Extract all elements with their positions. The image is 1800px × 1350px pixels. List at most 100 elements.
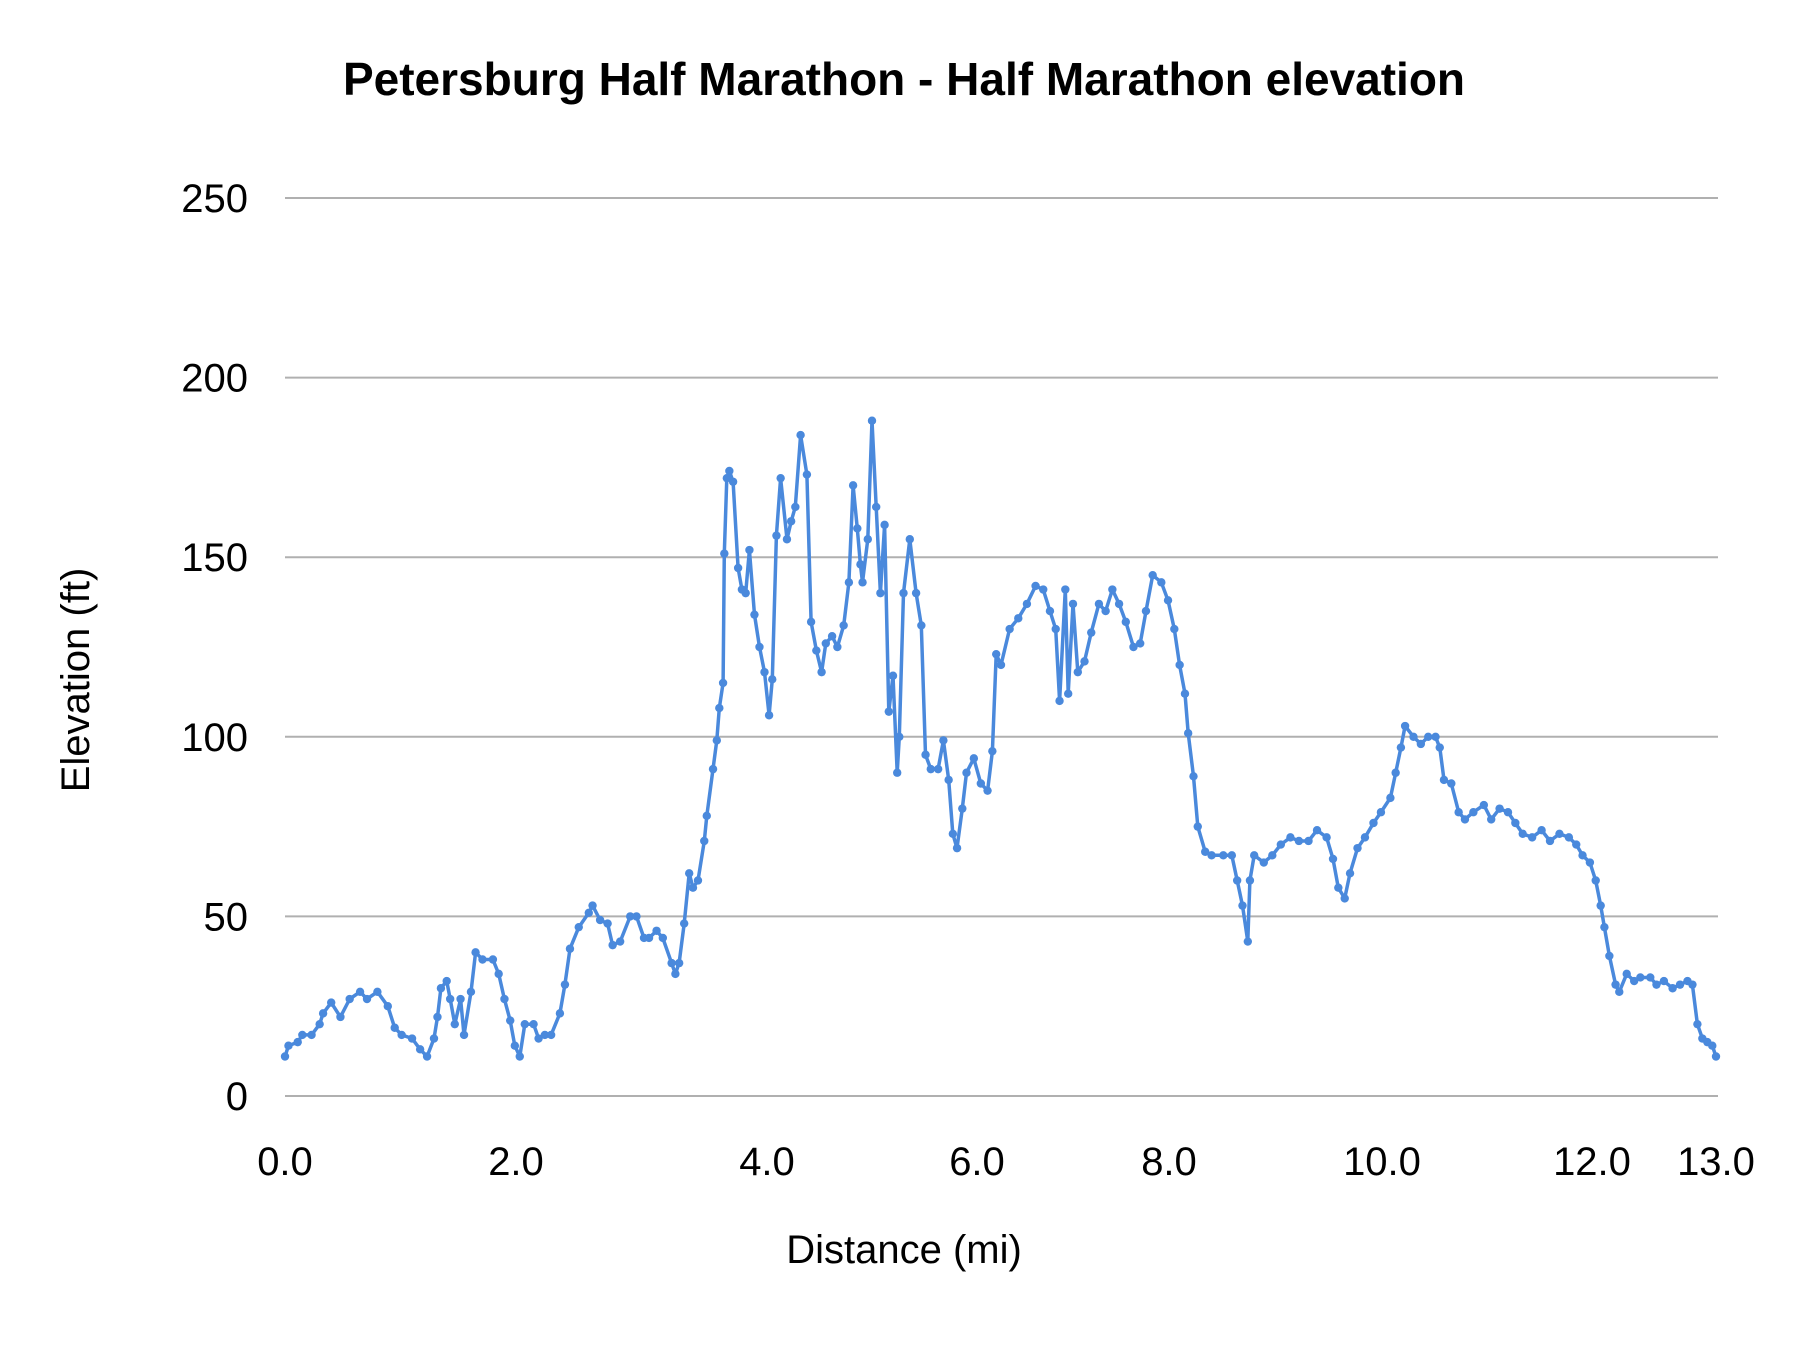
- data-point: [1064, 689, 1073, 698]
- data-point: [298, 1030, 307, 1040]
- data-point: [1659, 976, 1669, 986]
- data-point: [565, 944, 575, 953]
- data-point: [608, 940, 617, 950]
- data-point: [1564, 833, 1574, 842]
- data-point: [899, 588, 908, 598]
- data-point: [546, 1030, 556, 1040]
- data-point: [383, 1002, 392, 1011]
- x-tick-label: 4.0: [739, 1140, 795, 1184]
- data-point: [671, 969, 680, 979]
- data-point: [715, 703, 724, 713]
- data-point: [658, 933, 668, 943]
- data-point: [996, 660, 1006, 670]
- data-point: [1304, 836, 1313, 846]
- data-point: [688, 883, 698, 892]
- data-point: [442, 976, 451, 986]
- data-point: [1615, 987, 1624, 997]
- y-tick-label: 0: [226, 1075, 248, 1119]
- data-point: [1268, 851, 1277, 860]
- data-point: [1207, 851, 1216, 860]
- data-point: [939, 736, 948, 745]
- series-line: [283, 418, 1718, 1059]
- data-point: [362, 994, 372, 1004]
- data-point: [796, 430, 805, 440]
- data-point: [679, 919, 689, 928]
- y-tick-label: 250: [181, 177, 248, 221]
- data-point: [1345, 869, 1355, 878]
- data-point: [827, 632, 837, 641]
- data-point: [1555, 829, 1564, 838]
- data-point: [958, 804, 967, 813]
- data-point: [1243, 937, 1253, 946]
- data-point: [1409, 732, 1418, 741]
- data-point: [626, 912, 635, 921]
- data-point: [1668, 984, 1677, 993]
- data-point: [712, 736, 721, 745]
- data-point: [1232, 876, 1242, 885]
- data-point: [856, 560, 865, 569]
- data-point: [733, 563, 743, 573]
- data-point: [764, 711, 774, 720]
- data-point: [595, 915, 605, 925]
- data-point: [280, 1052, 290, 1061]
- data-point: [983, 786, 992, 795]
- data-point: [574, 922, 583, 932]
- x-tick-label: 13.0: [1677, 1140, 1755, 1184]
- data-point: [992, 649, 1001, 659]
- data-point: [1157, 578, 1166, 587]
- data-point: [433, 1012, 442, 1022]
- data-point: [1578, 851, 1587, 860]
- data-point: [853, 524, 862, 533]
- data-point: [782, 535, 792, 544]
- data-point: [1087, 628, 1096, 637]
- data-point: [1051, 624, 1060, 634]
- data-point: [390, 1023, 399, 1032]
- data-point: [466, 987, 476, 997]
- data-point: [1129, 642, 1138, 652]
- data-point: [708, 764, 718, 774]
- data-point: [1636, 973, 1645, 982]
- data-point: [284, 1041, 293, 1050]
- data-point: [863, 535, 872, 544]
- data-point: [1073, 667, 1083, 677]
- data-point: [1396, 743, 1406, 752]
- data-point: [684, 869, 694, 878]
- data-point: [407, 1034, 417, 1043]
- data-point: [429, 1034, 439, 1043]
- data-point: [494, 969, 503, 979]
- data-point: [1170, 624, 1179, 634]
- gridlines: [285, 197, 1718, 1097]
- data-point: [1045, 606, 1055, 616]
- data-point: [1439, 775, 1449, 785]
- data-point: [1435, 743, 1444, 752]
- data-point: [336, 1012, 345, 1022]
- data-point: [1447, 779, 1456, 788]
- x-axis-ticks: 0.0 2.0 4.0 6.0 8.0 10.0 12.0 13.0: [257, 1140, 1755, 1184]
- data-point: [1193, 822, 1202, 831]
- data-point: [1340, 894, 1349, 903]
- data-point: [1183, 729, 1193, 738]
- data-point: [1250, 851, 1259, 860]
- data-point: [817, 667, 826, 677]
- data-point: [1416, 739, 1426, 749]
- data-point: [1068, 599, 1078, 609]
- data-point: [520, 1019, 529, 1029]
- data-point: [952, 843, 962, 853]
- data-point: [720, 549, 729, 558]
- data-point: [1259, 858, 1268, 867]
- y-axis-ticks: 0 50 100 150 200 250: [181, 177, 248, 1119]
- data-point: [555, 1009, 565, 1018]
- x-tick-label: 12.0: [1553, 1140, 1631, 1184]
- data-point: [741, 588, 750, 598]
- data-point: [529, 1019, 538, 1029]
- data-point: [345, 994, 354, 1004]
- data-point: [1022, 599, 1032, 609]
- data-point: [884, 707, 893, 716]
- x-tick-label: 2.0: [488, 1140, 544, 1184]
- data-point: [1688, 980, 1697, 989]
- data-point: [293, 1037, 302, 1047]
- data-point: [1605, 951, 1614, 961]
- data-point: [1431, 732, 1440, 741]
- data-point: [693, 876, 703, 885]
- data-point: [1675, 980, 1685, 989]
